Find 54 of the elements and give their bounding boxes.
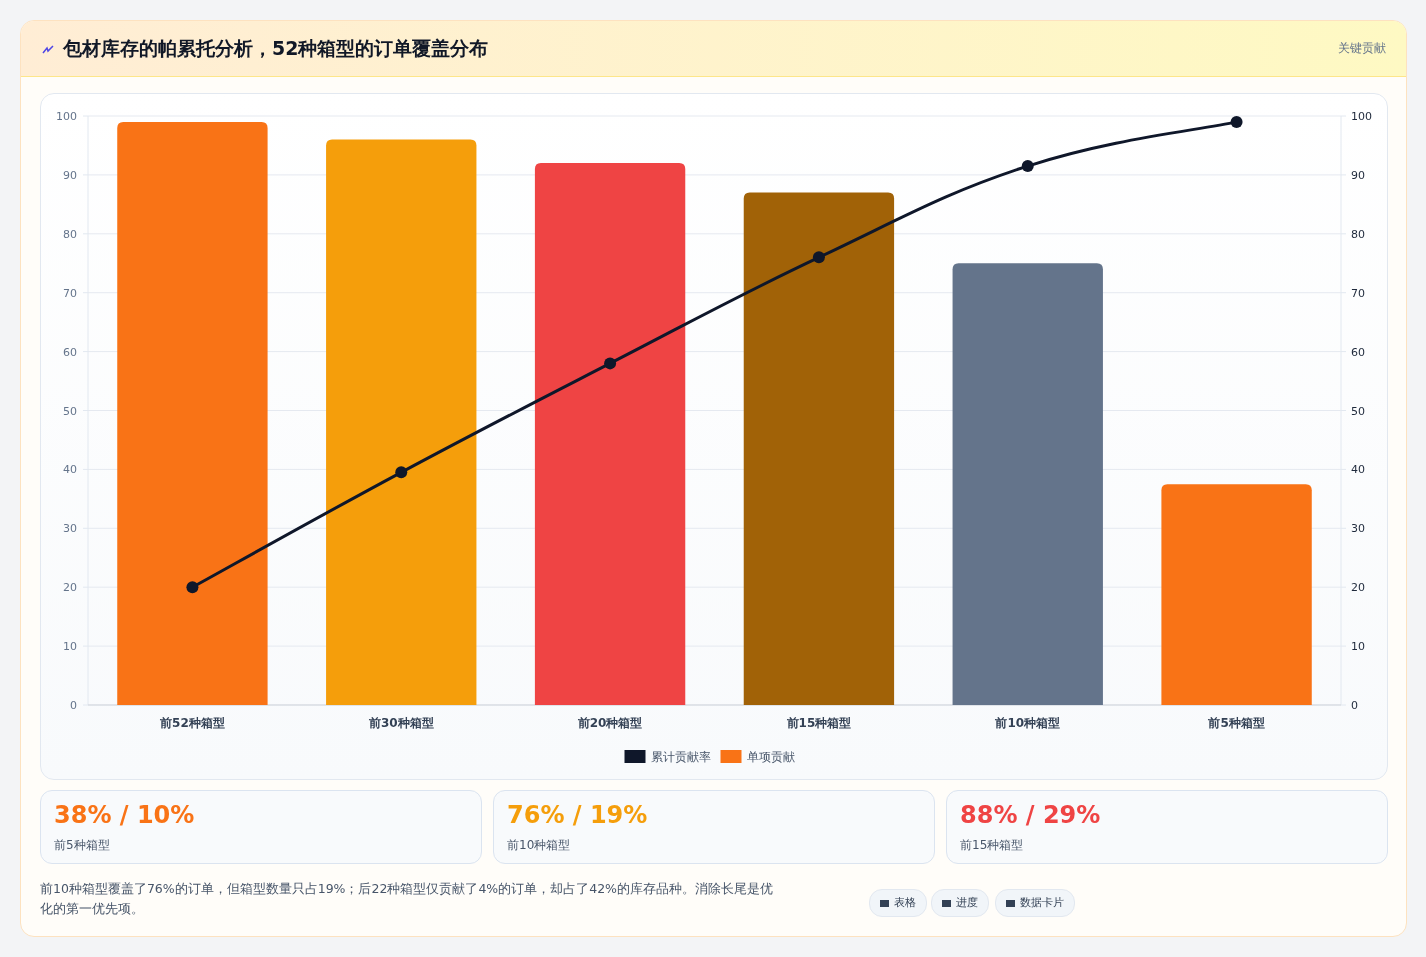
- y2-tick-label: 70: [1351, 286, 1365, 300]
- category-label: 前15种箱型: [960, 837, 1024, 854]
- x-tick-label: 前5种箱型: [1207, 716, 1265, 730]
- bar: [534, 163, 686, 705]
- legend-label: 单项贡献: [746, 750, 795, 764]
- y2-tick-label: 90: [1351, 168, 1365, 182]
- legend-label: 累计贡献率: [650, 750, 711, 764]
- y2-tick-label: 10: [1351, 640, 1365, 654]
- category-label: 前10种箱型: [507, 837, 571, 854]
- text: 38% / 10%: [54, 801, 195, 829]
- bar: [326, 139, 477, 705]
- text: 前10种箱型覆盖了76%的订单，但箱型数量只占19%；后22种箱型仅贡献了4%的订单，却占了42%的库存品种。消除长尾是优化的第一优先项。: [40, 880, 774, 918]
- y-tick-label: 20: [63, 581, 77, 595]
- y2-tick-label: 80: [1351, 227, 1365, 241]
- y-tick-label: 80: [63, 227, 77, 241]
- x-tick-label: 前20种箱型: [576, 716, 643, 730]
- text: 进度: [931, 889, 989, 917]
- y-tick-label: 50: [63, 404, 77, 418]
- y-tick-label: 30: [63, 522, 77, 536]
- y-tick-label: 90: [63, 168, 77, 182]
- chart-title: 包材库存的帕累托分析，52种箱型的订单覆盖分布: [63, 36, 489, 61]
- y-tick-label: 100: [56, 110, 77, 123]
- text: 76% / 19%: [507, 801, 648, 829]
- y2-tick-label: 50: [1351, 404, 1365, 418]
- bar: [743, 192, 895, 705]
- bar: [117, 121, 268, 705]
- y2-tick-label: 0: [1351, 699, 1358, 712]
- y2-tick-label: 20: [1351, 581, 1365, 595]
- point: [1021, 160, 1034, 173]
- category-label: 前5种箱型: [54, 837, 110, 854]
- x-tick-label: 前52种箱型: [159, 716, 225, 730]
- point: [812, 251, 825, 264]
- x-tick-label: 前15种箱型: [785, 716, 852, 730]
- y2-tick-label: 60: [1351, 345, 1365, 359]
- text: 关键贡献: [1338, 40, 1386, 57]
- point: [395, 466, 408, 479]
- y2-tick-label: 100: [1351, 110, 1372, 123]
- text: 数据卡片: [995, 889, 1075, 917]
- y2-tick-label: 30: [1351, 522, 1365, 536]
- y-tick-label: 10: [63, 640, 77, 654]
- y-tick-label: 40: [63, 463, 77, 477]
- text: 表格: [869, 889, 927, 917]
- text: 88% / 29%: [960, 801, 1101, 829]
- point: [604, 357, 617, 370]
- bar: [952, 263, 1103, 705]
- point: [186, 581, 199, 594]
- x-tick-label: 前30种箱型: [367, 716, 434, 730]
- point: [1230, 115, 1243, 128]
- y-tick-label: 60: [63, 345, 77, 359]
- y2-tick-label: 40: [1351, 463, 1365, 477]
- x-tick-label: 前10种箱型: [994, 716, 1061, 730]
- bar: [1161, 484, 1312, 705]
- y-tick-label: 0: [70, 699, 77, 712]
- y-tick-label: 70: [63, 286, 77, 300]
